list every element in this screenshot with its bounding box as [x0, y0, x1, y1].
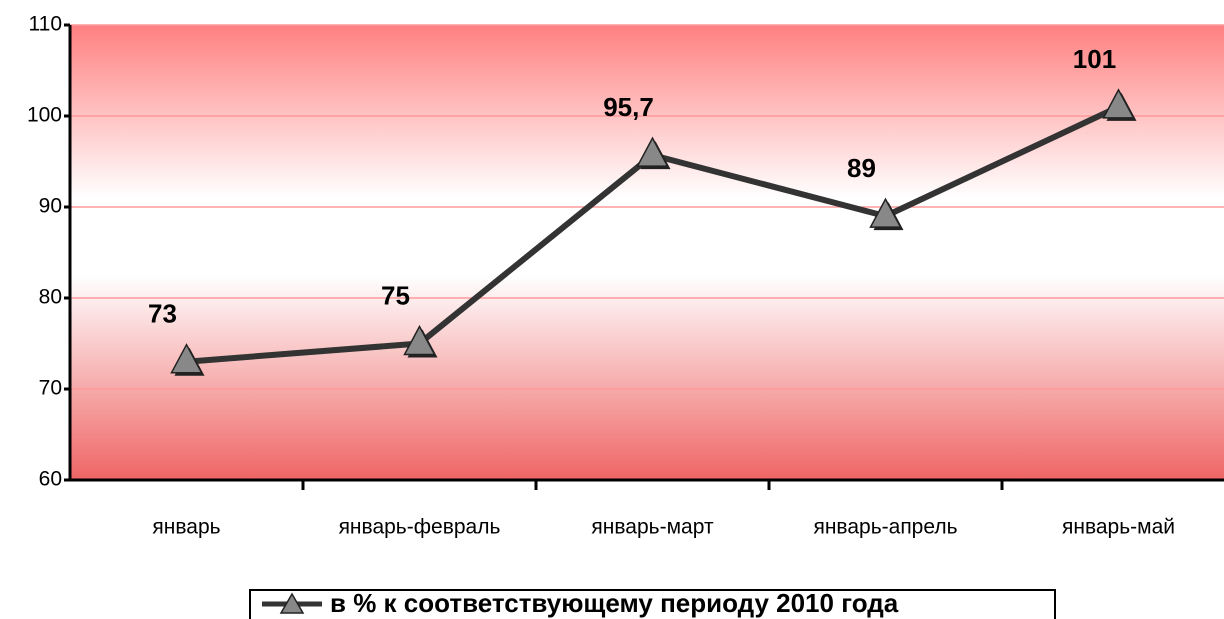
- y-tick-label: 80: [39, 286, 62, 309]
- y-tick-label: 60: [39, 468, 62, 491]
- y-tick-label: 100: [27, 104, 62, 127]
- data-label: 73: [148, 299, 177, 329]
- x-tick-label: январь: [152, 516, 220, 539]
- x-tick-label: январь-май: [1062, 516, 1175, 539]
- legend-label: в % к соответствующему периоду 2010 года: [330, 588, 899, 618]
- data-label: 101: [1073, 44, 1116, 74]
- legend-marker: [279, 592, 305, 614]
- marker: [1102, 88, 1135, 119]
- y-tick-label: 110: [29, 13, 62, 36]
- data-label: 95,7: [603, 92, 654, 122]
- y-tick-label: 70: [39, 377, 62, 400]
- x-tick-label: январь-март: [591, 516, 714, 539]
- x-tick-label: январь-февраль: [339, 516, 501, 539]
- legend-box: [249, 589, 1056, 619]
- data-label: 89: [847, 153, 876, 183]
- data-label: 75: [381, 280, 410, 310]
- marker: [869, 197, 902, 228]
- marker: [170, 343, 203, 374]
- y-tick-label: 90: [39, 195, 62, 218]
- x-tick-label: январь-апрель: [813, 516, 957, 539]
- marker: [403, 324, 436, 356]
- marker: [636, 136, 669, 167]
- plot-area: [70, 25, 1224, 480]
